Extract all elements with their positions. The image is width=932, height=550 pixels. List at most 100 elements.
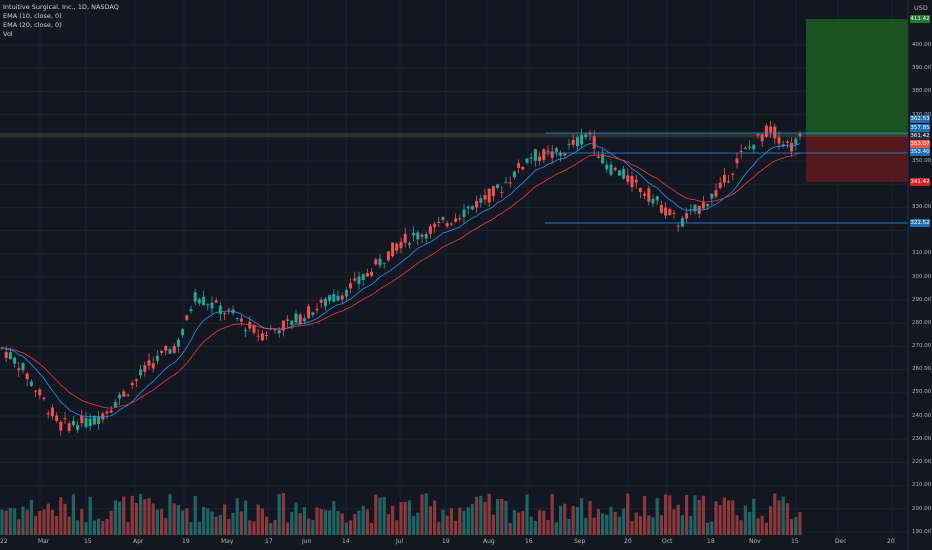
candle-body <box>777 137 781 144</box>
candle-body <box>701 202 705 209</box>
candle-body <box>714 190 718 197</box>
volume-bar <box>113 500 117 535</box>
candle-body <box>718 182 722 188</box>
candle-body <box>769 126 773 133</box>
volume-bar <box>286 522 290 535</box>
volume-bar <box>244 500 248 535</box>
resistance-b-label: 357.85 <box>910 124 930 132</box>
candle-body <box>374 259 378 265</box>
volume-bar <box>743 505 747 535</box>
candle-body <box>571 139 575 145</box>
y-tick: 230.00 <box>912 436 932 442</box>
candle-body <box>588 133 592 135</box>
volume-bar <box>298 513 302 535</box>
volume-bar <box>4 510 8 535</box>
volume-bar <box>752 498 756 535</box>
volume-bar <box>143 499 147 535</box>
grid-lines <box>0 0 908 535</box>
volume-bar <box>50 509 54 535</box>
volume-bar <box>655 498 659 535</box>
candle-body <box>433 223 437 228</box>
candle-body <box>731 173 735 175</box>
candle-body <box>693 204 697 212</box>
candle-body <box>672 212 676 214</box>
target-price-label[interactable]: 411.42 <box>910 15 930 23</box>
volume-bar <box>122 496 126 535</box>
volume-bar <box>407 500 411 535</box>
candle-body <box>109 410 113 413</box>
volume-bar <box>349 520 353 535</box>
volume-bar <box>584 517 588 535</box>
y-tick: 260.00 <box>912 366 932 372</box>
volume-bar <box>25 509 29 535</box>
volume-bar <box>281 493 285 535</box>
current-price-label[interactable]: 361.42 <box>910 132 930 140</box>
volume-bar <box>672 509 676 535</box>
candle-body <box>202 296 206 306</box>
volume-bar <box>155 509 159 535</box>
ema-lines <box>1 142 801 418</box>
volume-bar <box>449 508 453 535</box>
volume-bar <box>378 497 382 535</box>
candle-body <box>260 333 264 341</box>
volume-bar <box>764 522 768 535</box>
candle-body <box>735 158 739 164</box>
candle-body <box>651 198 655 204</box>
candle-body <box>727 181 731 183</box>
volume-bar <box>302 507 306 535</box>
volume-bar <box>63 503 67 535</box>
y-tick: 190.00 <box>912 529 932 535</box>
ema10-legend[interactable]: EMA (10, close, 0) <box>3 12 62 20</box>
vol-legend[interactable]: Vol <box>3 30 13 38</box>
candle-body <box>370 271 374 276</box>
candle-body <box>273 329 277 331</box>
candle-body <box>466 206 470 209</box>
candle-body <box>500 191 504 193</box>
candle-body <box>605 164 609 170</box>
candle-body <box>785 141 789 143</box>
volume-bar <box>668 495 672 535</box>
x-tick: May <box>221 538 234 545</box>
candle-body <box>143 365 147 372</box>
candle-body <box>563 153 567 156</box>
volume-bar <box>508 522 512 535</box>
horizontal-lines[interactable] <box>545 132 908 224</box>
candle-body <box>596 156 600 159</box>
stop-price-label[interactable]: 341.42 <box>910 178 930 186</box>
x-tick: 16 <box>525 538 533 545</box>
volume-bar <box>386 514 390 535</box>
volume-bar <box>454 520 458 535</box>
candle-body <box>525 158 529 163</box>
y-tick: 400.00 <box>912 42 932 48</box>
volume-bar <box>34 515 38 535</box>
ema20-legend[interactable]: EMA (20, close, 0) <box>3 21 62 29</box>
volume-bar <box>571 506 575 535</box>
volume-bar <box>739 520 743 535</box>
candle-body <box>46 413 50 415</box>
volume-bar <box>567 518 571 535</box>
candle-body <box>575 137 579 147</box>
candle-body <box>622 168 626 179</box>
volume-bar <box>525 494 529 535</box>
candle-body <box>139 369 143 376</box>
candle-body <box>773 126 777 139</box>
candle-body <box>630 176 634 188</box>
volume-bar <box>651 517 655 535</box>
candle-body <box>441 217 445 221</box>
volume-bar <box>630 521 634 535</box>
volume-bar <box>790 518 794 535</box>
volume-bar <box>265 516 269 535</box>
volume-bar <box>710 521 714 535</box>
candle-body <box>181 329 185 336</box>
candle-body <box>277 330 281 334</box>
candle-body <box>349 283 353 289</box>
volume-bar <box>290 511 294 535</box>
x-tick: Jul <box>396 538 404 545</box>
y-tick: 380.00 <box>912 88 932 94</box>
candle-body <box>601 154 605 164</box>
candle-body <box>420 234 424 237</box>
candle-body <box>55 415 59 421</box>
candle-body <box>97 416 101 425</box>
candle-body <box>760 134 764 142</box>
